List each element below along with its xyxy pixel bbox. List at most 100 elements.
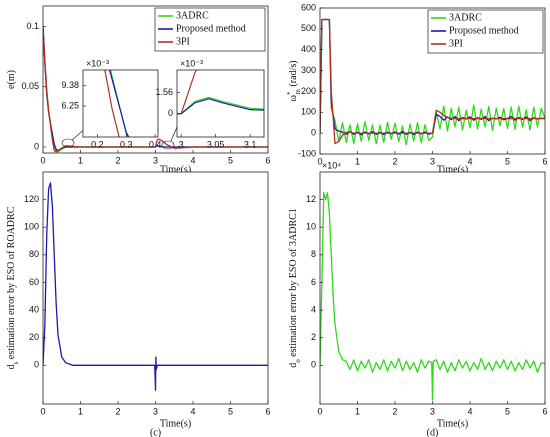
y-tick-label: 0.1 (26, 21, 39, 31)
x-tick-label: 1 (78, 406, 83, 416)
inset-multiplier: ×10⁻³ (180, 58, 203, 68)
y-label-part: estimation error by ESO of ROADRC (6, 206, 17, 361)
x-axis-label: Time(s) (160, 164, 191, 175)
x-tick-label: 3 (153, 406, 158, 416)
series-line (43, 182, 268, 391)
y-tick-label: 12 (306, 194, 316, 204)
y-tick-label: 100 (24, 222, 39, 232)
x-tick-label: 2 (115, 155, 120, 165)
y-tick-label: 6 (311, 277, 316, 287)
y-tick-label: 2 (311, 332, 316, 342)
x-tick-label: 0.4 (149, 139, 162, 149)
y-label-part: d (288, 363, 299, 368)
y-tick-label: 1.56 (155, 87, 173, 97)
plot-area (320, 172, 545, 404)
y-tick-label: -100 (298, 148, 316, 158)
y-tick-label: 0 (311, 360, 316, 370)
y-label-part: d (6, 364, 17, 369)
y-tick-label: 200 (301, 86, 316, 96)
series-line (320, 192, 545, 401)
series-line (104, 70, 120, 137)
y-tick-label: 0 (168, 108, 173, 118)
legend-label: 3ADRC (176, 10, 209, 21)
y-label-part: e(m) (6, 70, 17, 89)
x-tick-label: 1 (355, 406, 360, 416)
plot-area (177, 70, 264, 137)
x-tick-label: 4 (190, 406, 195, 416)
x-tick-label: 5 (505, 156, 510, 166)
y-label-part: * (286, 91, 294, 95)
y-label-part: estimation error by ESO of 3ADRC1 (288, 208, 299, 359)
legend-label: Proposed method (176, 23, 246, 34)
y-tick-label: 40 (29, 304, 39, 314)
y-tick-label: 4 (311, 304, 316, 314)
x-tick-label: 3 (153, 155, 158, 165)
x-tick-label: 3.05 (207, 139, 225, 149)
legend-label: Proposed method (449, 25, 519, 36)
x-tick-label: 5 (228, 406, 233, 416)
legend-label: 3ADRC (449, 12, 482, 23)
x-axis-label: Time(s) (437, 164, 468, 175)
inset-multiplier: ×10⁻³ (86, 58, 109, 68)
y-tick-label: 300 (301, 65, 316, 75)
y-tick-label: 600 (301, 2, 316, 12)
y-label-part: (rad/s) (288, 60, 299, 89)
x-tick-label: 1 (355, 156, 360, 166)
y-axis-label: ds estimation error by ESO of ROADRC (6, 206, 19, 369)
x-axis-label: Time(s) (437, 418, 468, 429)
x-tick-label: 0 (317, 406, 322, 416)
x-tick-label: 0 (317, 156, 322, 166)
x-tick-label: 4 (467, 156, 472, 166)
x-tick-label: 3 (430, 406, 435, 416)
y-axis-label: do estimation error by ESO of 3ADRC1 (288, 208, 301, 368)
x-tick-label: 6 (542, 156, 547, 166)
y-tick-label: 0 (34, 141, 39, 151)
legend-box (427, 9, 544, 54)
y-tick-label: 20 (29, 332, 39, 342)
x-tick-label: 0 (40, 155, 45, 165)
x-tick-label: 4 (467, 406, 472, 416)
series-line (320, 18, 545, 146)
y-tick-label: 10 (306, 222, 316, 232)
series-line (320, 18, 545, 145)
x-tick-label: 0.2 (91, 139, 104, 149)
panel-label: (c) (150, 427, 161, 437)
x-tick-label: 6 (542, 406, 547, 416)
plot-area (83, 70, 158, 137)
y-axis-label: ω*m (rad/s) (286, 60, 302, 101)
x-tick-label: 4 (190, 155, 195, 165)
y-tick-label: 0 (34, 360, 39, 370)
x-tick-label: 1 (78, 155, 83, 165)
panel-label: (d) (427, 427, 439, 437)
legend-label: 3PI (176, 36, 190, 47)
x-tick-label: 5 (505, 406, 510, 416)
x-tick-label: 6 (265, 406, 270, 416)
y-label-part: ω (288, 95, 299, 102)
y-multiplier: ×10⁴ (322, 160, 341, 170)
y-tick-label: 6.25 (61, 100, 79, 110)
x-tick-label: 3.1 (244, 139, 257, 149)
x-tick-label: 0.3 (120, 139, 133, 149)
y-axis-label: e(m) (6, 70, 17, 89)
axes-box (176, 69, 265, 138)
y-tick-label: 60 (29, 277, 39, 287)
x-tick-label: 0 (40, 406, 45, 416)
zoom-marker (61, 138, 75, 148)
y-tick-label: 0 (311, 128, 316, 138)
x-tick-label: 5 (228, 155, 233, 165)
series-line (43, 26, 268, 153)
x-tick-label: 2 (392, 156, 397, 166)
y-tick-label: 500 (301, 23, 316, 33)
y-label-part: m (294, 88, 302, 94)
y-tick-label: 0.05 (21, 81, 39, 91)
y-label-part: s (12, 361, 20, 364)
x-tick-label: 3 (430, 156, 435, 166)
axes-box (82, 69, 159, 138)
x-axis-label: Time(s) (160, 418, 191, 429)
y-tick-label: 8 (311, 249, 316, 259)
x-tick-label: 3 (179, 139, 184, 149)
y-tick-label: 80 (29, 249, 39, 259)
y-tick-label: 400 (301, 44, 316, 54)
x-tick-label: 2 (115, 406, 120, 416)
